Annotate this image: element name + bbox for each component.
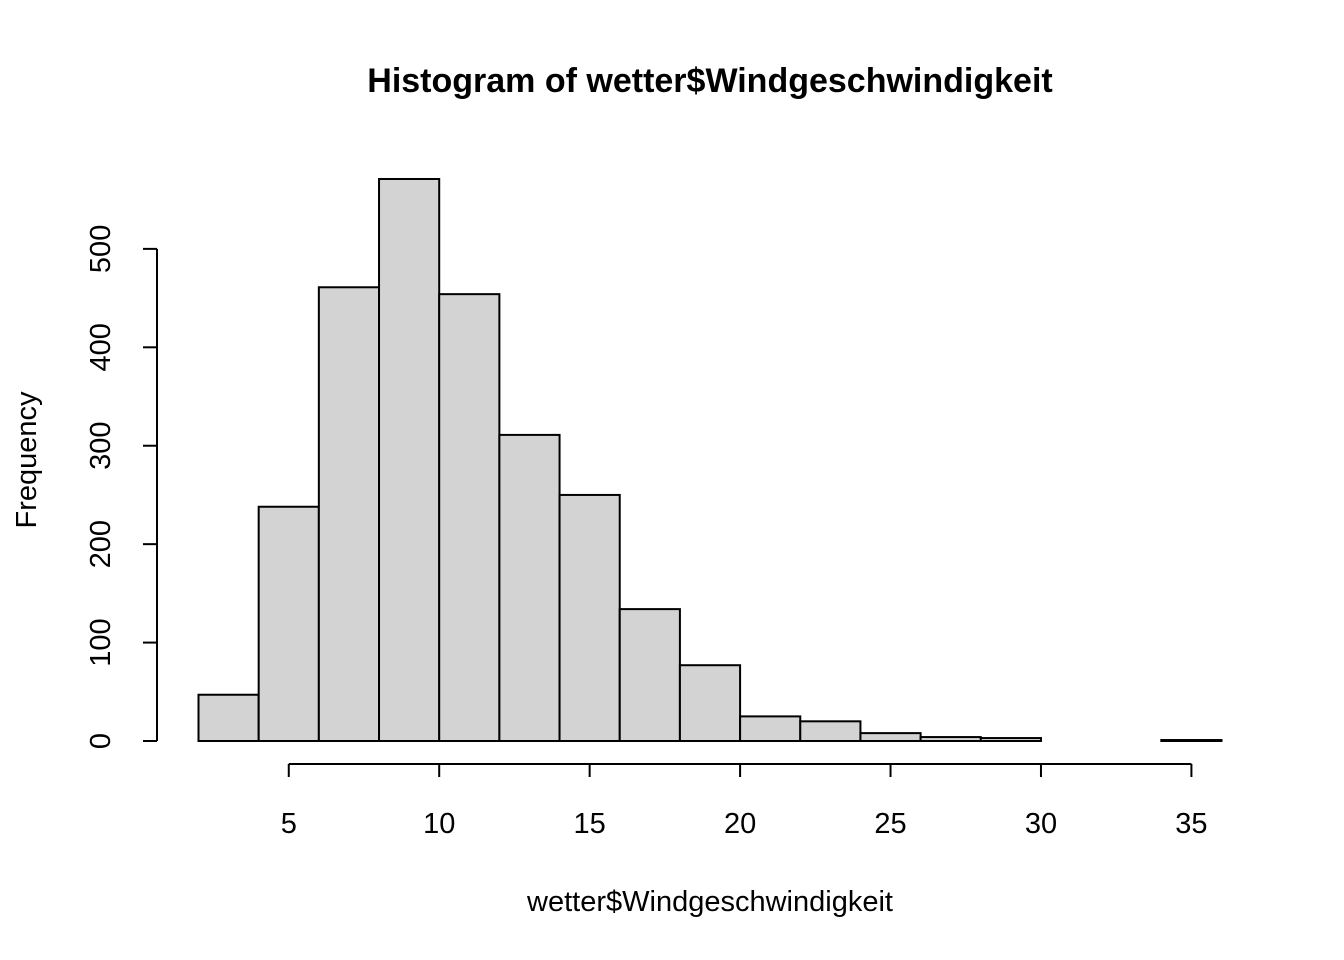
y-tick-label: 400 [85,323,117,371]
histogram-bar [859,732,922,743]
x-tick-label: 10 [423,808,455,840]
y-tick-label: 100 [85,618,117,666]
histogram-bar [438,293,501,742]
histogram-bar [739,715,802,742]
histogram-bar [678,664,742,743]
histogram-bar [558,493,621,742]
x-tick-label: 25 [874,808,906,840]
x-tick-label: 20 [724,808,756,840]
histogram-bar [799,720,862,743]
histogram-bar [317,286,381,742]
chart-title: Histogram of wetter$Windgeschwindigkeit [367,62,1052,100]
y-tick-label: 500 [85,225,117,273]
y-tick-label: 0 [85,733,117,749]
histogram-bar [257,505,320,742]
x-tick-label: 30 [1025,808,1057,840]
y-tick-label: 300 [85,422,117,470]
bars-group [197,178,1223,743]
y-axis: 0 100 200 300 400 500 [85,225,158,749]
y-axis-label: Frequency [11,391,43,529]
histogram-bar [197,693,260,742]
histogram-bar [919,736,982,743]
x-axis: 5 10 15 20 25 30 35 [281,763,1208,840]
x-tick-label: 35 [1175,808,1207,840]
histogram-bar [979,737,1042,743]
y-tick-label: 200 [85,520,117,568]
x-tick-label: 5 [281,808,297,840]
histogram-bar [618,608,681,742]
histogram-bar [498,433,561,742]
x-tick-label: 15 [574,808,606,840]
histogram-bar [1160,739,1223,742]
histogram-bar [378,178,441,742]
x-axis-label: wetter$Windgeschwindigkeit [526,886,893,918]
